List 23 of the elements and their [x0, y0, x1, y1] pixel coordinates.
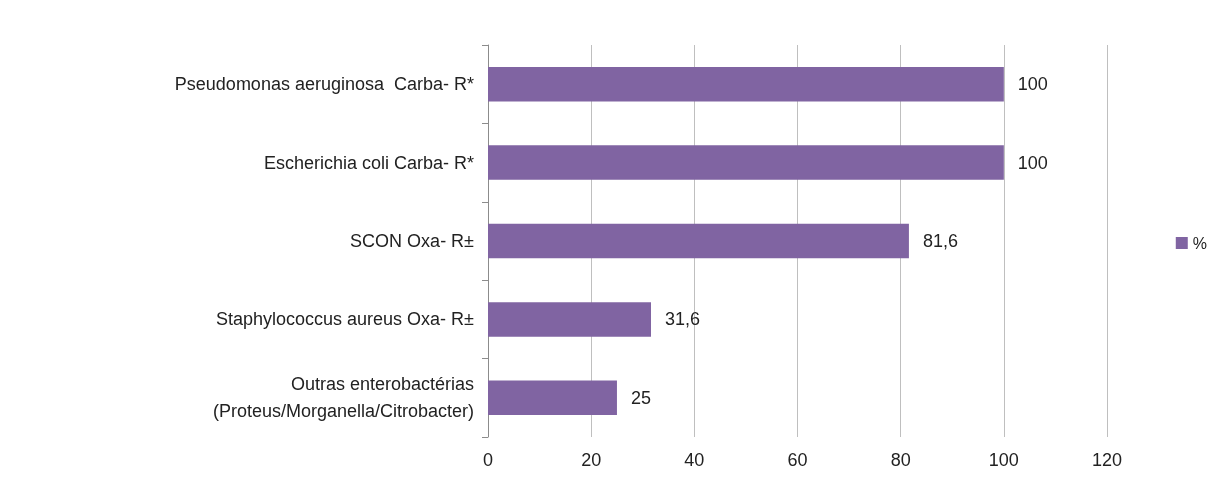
y-tick-label: SCON Oxa- R±: [350, 231, 475, 251]
bar: [488, 302, 651, 337]
y-tick-label: Staphylococcus aureus Oxa- R±: [216, 309, 475, 330]
bar: [488, 380, 617, 416]
y-tick-label: Outras enterobactérias (Proteus/Morganella/Citrobacter): [212, 374, 474, 422]
x-tick-label: 120: [1091, 450, 1123, 470]
bar: [488, 223, 909, 259]
x-tick-label: 0: [482, 450, 494, 470]
data-label: 100: [1017, 74, 1048, 95]
legend-label: %: [1192, 234, 1208, 252]
data-label: 25: [630, 387, 651, 408]
bar: [488, 145, 1004, 180]
x-tick-label: 40: [684, 450, 705, 470]
y-tick-label: Escherichia coli Carba- R*: [263, 152, 474, 173]
x-tick-label: 60: [787, 450, 808, 470]
bar: [488, 66, 1004, 102]
y-tick-label: Pseudomonas aeruginosa Carba- R*: [174, 74, 474, 95]
x-tick-label: 80: [890, 450, 911, 470]
data-label: 31,6: [665, 309, 701, 330]
data-label: 81,6: [922, 231, 958, 251]
x-tick-label: 100: [988, 450, 1019, 470]
data-label: 100: [1017, 152, 1048, 173]
x-tick-label: 20: [581, 450, 602, 470]
